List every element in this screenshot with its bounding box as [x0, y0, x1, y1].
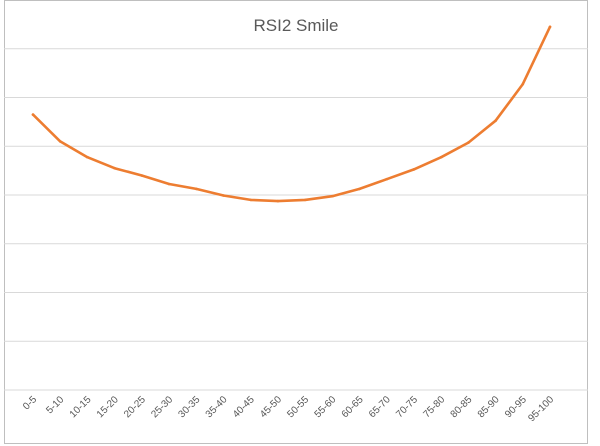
data-point [194, 187, 198, 191]
data-point [58, 140, 62, 143]
series-line-group [31, 25, 552, 203]
x-tick-label: 0-5 [21, 394, 39, 412]
data-point [31, 113, 35, 116]
data-point [86, 155, 89, 159]
x-tick-label: 15-20 [95, 394, 121, 420]
gridlines [4, 48, 588, 391]
data-point [494, 119, 497, 122]
x-tick-label: 35-40 [204, 394, 230, 420]
data-point [331, 194, 334, 198]
data-point [167, 182, 171, 186]
data-point [303, 198, 307, 202]
x-axis-labels: 0-5 5-10 10-15 15-20 20-25 25-30 30-35 35-40 40-… [21, 394, 556, 424]
chart-title: RSI2 Smile [253, 16, 339, 35]
x-tick-label: 70-75 [394, 394, 420, 420]
x-tick-label: 75-80 [421, 394, 447, 420]
x-tick-label: 40-45 [231, 394, 257, 420]
data-point [521, 82, 525, 86]
data-point [276, 199, 280, 203]
data-point [439, 155, 443, 159]
data-point [140, 174, 144, 177]
data-point [113, 166, 116, 170]
data-point [385, 177, 389, 181]
series-line [31, 25, 552, 203]
x-tick-label: 50-55 [285, 394, 311, 420]
x-tick-label: 80-85 [449, 394, 475, 420]
x-tick-label: 25-30 [149, 394, 175, 420]
data-point [358, 187, 361, 191]
x-tick-label: 95-100 [526, 394, 556, 424]
data-point [222, 194, 225, 197]
x-tick-label: 45-50 [258, 394, 284, 420]
x-tick-label: 20-25 [122, 394, 148, 420]
chart-frame[interactable] [4, 0, 588, 444]
x-tick-label: 65-70 [367, 394, 393, 420]
data-point [412, 168, 416, 171]
data-point [548, 25, 552, 29]
x-tick-label: 5-10 [44, 394, 66, 416]
x-tick-label: 30-35 [177, 394, 203, 420]
x-tick-label: 10-15 [68, 394, 94, 420]
x-tick-label: 60-65 [340, 394, 366, 420]
data-point [249, 198, 252, 202]
data-point [467, 141, 470, 144]
x-tick-label: 85-90 [476, 394, 502, 420]
x-tick-label: 55-60 [313, 394, 339, 420]
